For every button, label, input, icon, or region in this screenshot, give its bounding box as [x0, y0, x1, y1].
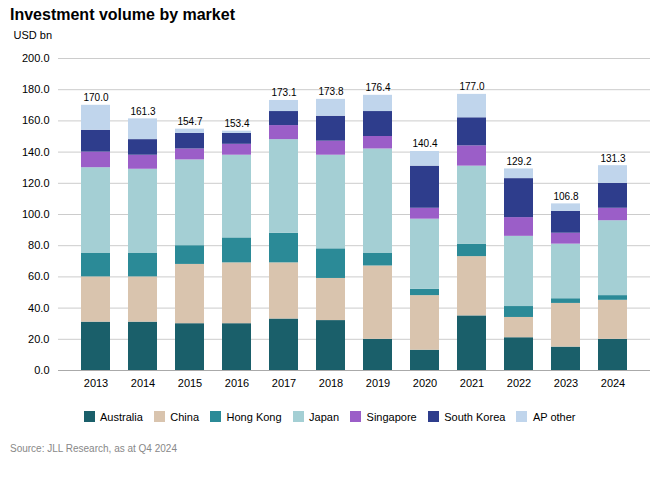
svg-text:2021: 2021: [460, 377, 484, 389]
svg-text:176.4: 176.4: [365, 82, 390, 93]
html-text:Source: JLL Research, as at Q4: Source: JLL Research, as at Q4 2024: [10, 442, 177, 454]
svg-text:120.0: 120.0: [22, 177, 50, 189]
html-text:South Korea: South Korea: [444, 410, 506, 423]
html-text:Japan: Japan: [309, 410, 340, 423]
svg-text:80.0: 80.0: [28, 239, 49, 251]
svg-text:180.0: 180.0: [22, 83, 50, 95]
svg-text:USD bn: USD bn: [14, 29, 53, 41]
svg-text:2014: 2014: [131, 377, 155, 389]
svg-text:2019: 2019: [366, 377, 390, 389]
svg-text:2018: 2018: [319, 377, 343, 389]
svg-text:0.0: 0.0: [34, 364, 49, 376]
svg-text:100.0: 100.0: [22, 208, 50, 220]
svg-text:154.7: 154.7: [177, 116, 202, 127]
svg-text:20.0: 20.0: [28, 333, 49, 345]
svg-text:2024: 2024: [601, 377, 625, 389]
html-text:Australia: Australia: [100, 410, 143, 423]
svg-text:177.0: 177.0: [459, 81, 484, 92]
svg-text:129.2: 129.2: [506, 156, 531, 167]
svg-text:160.0: 160.0: [22, 114, 50, 126]
svg-text:40.0: 40.0: [28, 302, 49, 314]
svg-text:2020: 2020: [413, 377, 437, 389]
svg-text:173.8: 173.8: [318, 86, 343, 97]
svg-text:140.0: 140.0: [22, 146, 50, 158]
svg-text:131.3: 131.3: [600, 153, 625, 164]
svg-text:2015: 2015: [178, 377, 202, 389]
svg-text:200.0: 200.0: [22, 52, 50, 64]
svg-text:2013: 2013: [84, 377, 108, 389]
svg-text:106.8: 106.8: [553, 191, 578, 202]
svg-text:2016: 2016: [225, 377, 249, 389]
svg-text:2023: 2023: [554, 377, 578, 389]
svg-text:140.4: 140.4: [412, 138, 437, 149]
svg-text:161.3: 161.3: [130, 106, 155, 117]
html-text:AP other: AP other: [532, 410, 576, 423]
svg-text:60.0: 60.0: [28, 270, 49, 282]
svg-text:2017: 2017: [272, 377, 296, 389]
html-text:China: China: [170, 410, 199, 423]
svg-text:170.0: 170.0: [83, 92, 108, 103]
html-text:Hong Kong: Hong Kong: [226, 410, 282, 423]
svg-text:2022: 2022: [507, 377, 531, 389]
html-text:Singapore: Singapore: [366, 410, 417, 423]
html-text:Investment volume by market: Investment volume by market: [10, 6, 235, 23]
svg-text:153.4: 153.4: [224, 118, 249, 129]
svg-text:173.1: 173.1: [271, 87, 296, 98]
